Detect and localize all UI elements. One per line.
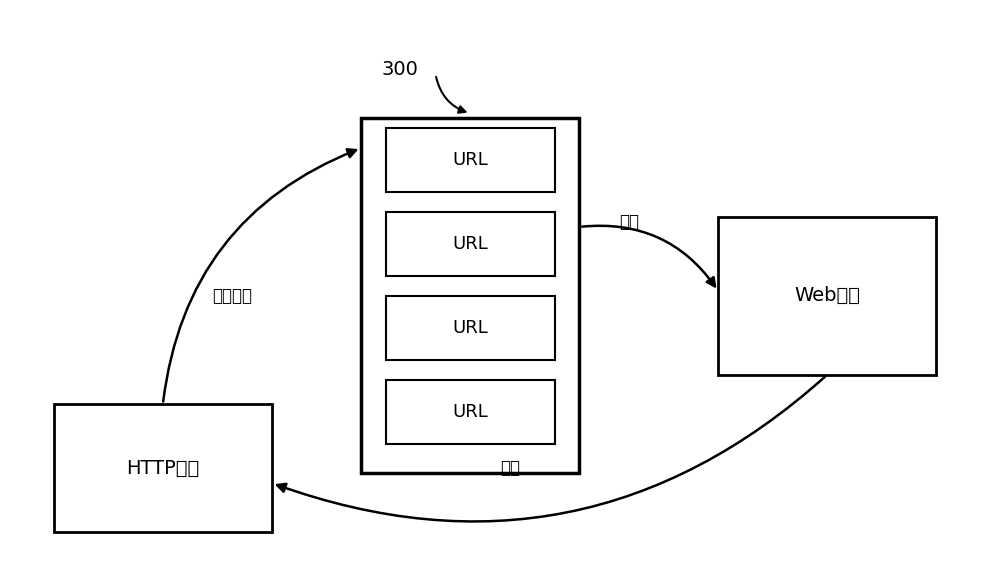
FancyBboxPatch shape [386, 212, 555, 276]
FancyBboxPatch shape [361, 119, 579, 473]
Text: HTTP脚本: HTTP脚本 [126, 459, 199, 478]
Text: 300: 300 [381, 60, 418, 79]
Text: 返回: 返回 [500, 459, 520, 478]
Text: URL: URL [452, 151, 488, 169]
Text: 请求: 请求 [619, 213, 639, 231]
Text: URL: URL [452, 403, 488, 420]
FancyBboxPatch shape [718, 217, 936, 375]
FancyBboxPatch shape [54, 404, 272, 532]
FancyBboxPatch shape [386, 128, 555, 192]
Text: 随机访问: 随机访问 [212, 287, 252, 305]
Text: URL: URL [452, 319, 488, 337]
FancyBboxPatch shape [386, 380, 555, 444]
FancyBboxPatch shape [386, 296, 555, 360]
Text: Web页面: Web页面 [794, 286, 860, 305]
Text: URL: URL [452, 235, 488, 253]
